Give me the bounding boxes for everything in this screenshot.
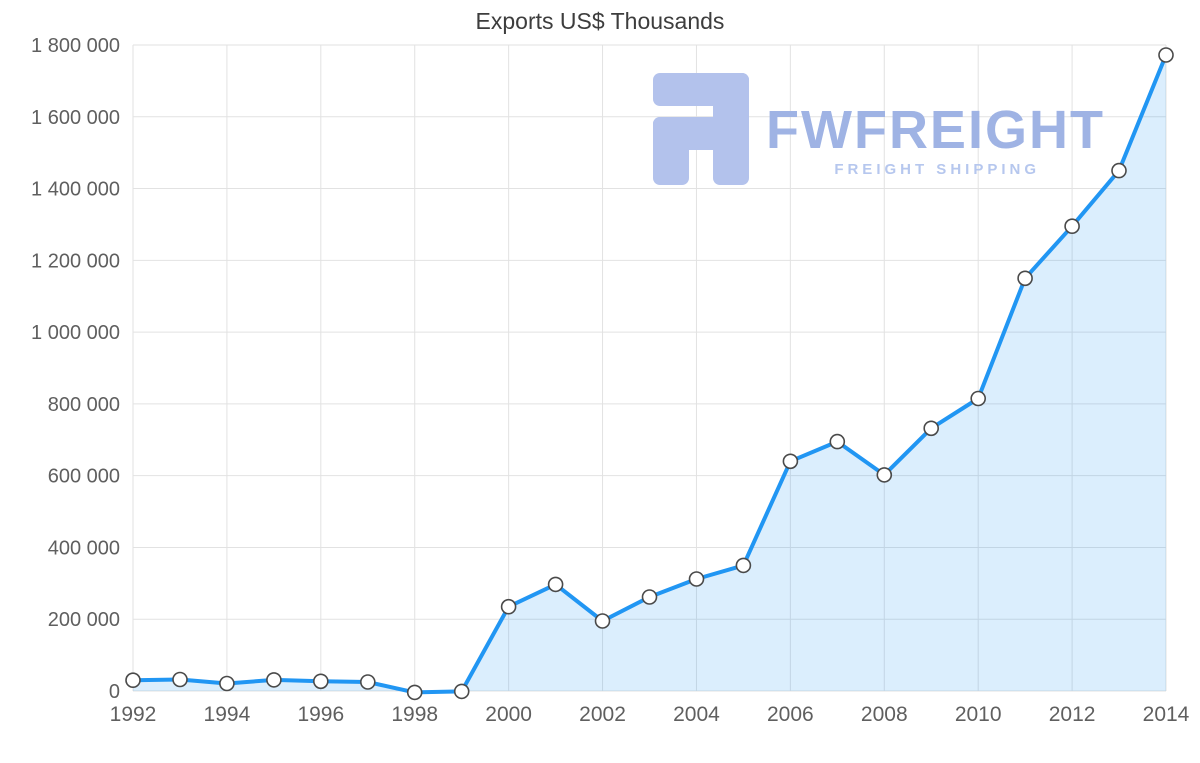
y-axis-tick-label: 1 400 000 — [31, 179, 120, 201]
y-axis-tick-label: 400 000 — [48, 537, 120, 559]
x-axis-tick-label: 1992 — [110, 703, 157, 726]
x-axis-tick-label: 2000 — [485, 703, 532, 726]
x-axis-tick-label: 1994 — [204, 703, 251, 726]
x-axis-tick-label: 2010 — [955, 703, 1002, 726]
data-point-marker — [1017, 270, 1033, 287]
data-point-marker — [688, 571, 705, 587]
series-group — [125, 47, 1174, 701]
data-point-marker — [782, 453, 799, 470]
data-point-marker — [923, 420, 940, 437]
data-point-marker — [359, 674, 376, 690]
data-point-marker — [876, 467, 893, 483]
y-axis-tick-label: 200 000 — [48, 609, 120, 631]
data-point-marker — [829, 433, 846, 450]
y-axis-tick-label: 800 000 — [48, 394, 120, 416]
x-axis-tick-label: 1998 — [391, 703, 438, 726]
y-axis-tick-label: 1 000 000 — [31, 322, 120, 344]
chart-title: Exports US$ Thousands — [475, 8, 725, 34]
x-axis-tick-label: 2002 — [579, 703, 626, 726]
data-point-marker — [500, 598, 517, 615]
data-point-marker — [453, 683, 470, 700]
x-axis-tick-label: 2012 — [1049, 703, 1096, 726]
data-point-marker — [1158, 47, 1174, 63]
data-point-marker — [547, 576, 564, 593]
data-point-marker — [970, 390, 987, 407]
watermark-tagline: FREIGHT SHIPPING — [834, 161, 1040, 178]
data-point-marker — [641, 589, 658, 605]
y-axis-tick-label: 1 800 000 — [31, 35, 120, 57]
x-axis-tick-label: 2014 — [1143, 703, 1190, 726]
x-axis-tick-label: 2008 — [861, 703, 908, 726]
data-point-marker — [125, 672, 141, 689]
x-axis-tick-label: 1996 — [297, 703, 344, 726]
x-axis-tick-label: 2004 — [673, 703, 720, 726]
y-axis-tick-label: 0 — [109, 681, 120, 703]
y-axis-tick-label: 1 600 000 — [31, 107, 120, 129]
series-area — [133, 55, 1166, 693]
data-point-marker — [594, 613, 611, 629]
y-axis-tick-label: 600 000 — [48, 466, 120, 488]
gridlines-and-axes: 0 200 000 400 000 600 000 800 000 1 000 000 1 … — [31, 35, 1190, 726]
x-axis-tick-label: 2006 — [767, 703, 814, 726]
data-point-marker — [1111, 162, 1127, 179]
data-point-marker — [172, 671, 188, 688]
watermark-brand: FWFREIGHT — [766, 100, 1105, 160]
fwfreight-logo-icon — [653, 73, 749, 185]
data-point-marker — [312, 673, 329, 690]
data-point-marker — [1064, 218, 1080, 234]
data-point-marker — [266, 672, 282, 688]
data-point-marker — [735, 557, 752, 574]
data-point-marker — [219, 675, 235, 692]
data-point-marker — [406, 684, 423, 701]
watermark: FWFREIGHT FREIGHT SHIPPING — [653, 73, 1105, 185]
y-axis-tick-label: 1 200 000 — [31, 250, 120, 272]
